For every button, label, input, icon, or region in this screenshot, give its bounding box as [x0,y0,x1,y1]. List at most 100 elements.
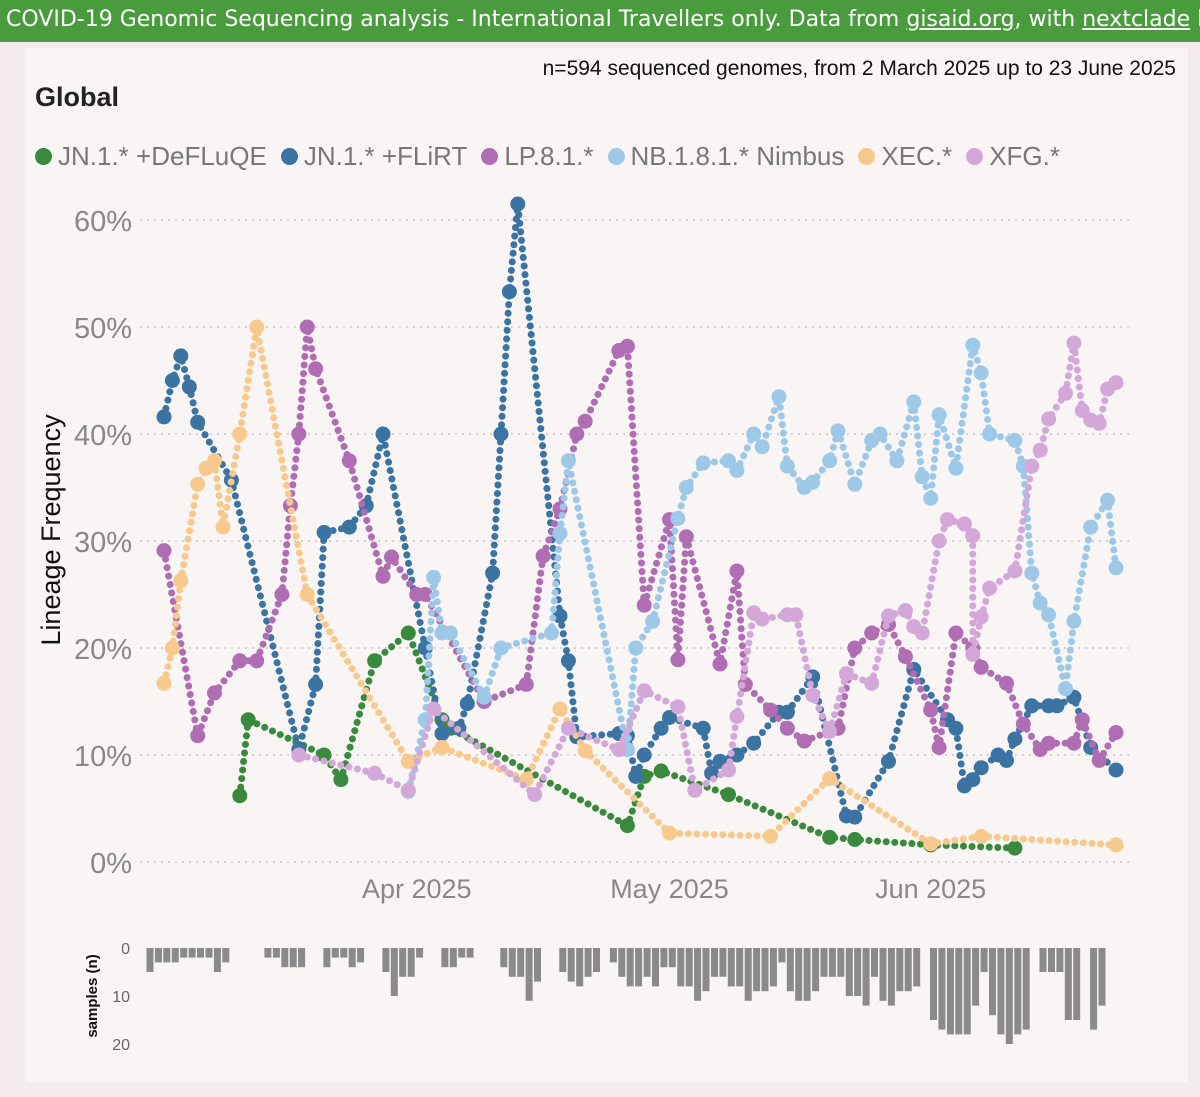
data-point [864,625,880,641]
data-point [569,426,585,442]
legend-marker [35,147,52,165]
samples-bar [1056,948,1064,972]
samples-bar [946,948,954,1035]
samples-bar [643,948,651,977]
legend-marker [858,147,876,165]
samples-y-tick: 20 [112,1037,130,1054]
data-point [923,490,939,506]
y-axis-label: Lineage Frequency [36,414,66,646]
data-point [695,720,711,736]
samples-bar [584,948,592,977]
legend-label: XEC.* [881,140,953,171]
data-point [1007,840,1023,856]
samples-bar [812,948,820,992]
data-point [577,743,593,759]
samples-bar [1022,948,1030,1030]
data-point [670,699,686,715]
data-point [956,516,972,532]
samples-bar [786,948,794,992]
samples-bar [534,948,541,982]
legend-item[interactable]: JN.1.* +DeFLuQE [35,141,267,172]
legend-item[interactable]: JN.1.* +FLiRT [280,140,468,172]
data-point [754,439,770,455]
data-point [872,426,888,442]
data-point [822,771,838,786]
data-point [249,319,265,335]
samples-bar [904,948,912,992]
legend-item[interactable]: NB.1.8.1.* Nimbus [607,141,844,172]
data-point [274,587,290,602]
data-point [1091,752,1107,768]
legend-label: LP.8.1.* [504,140,594,171]
samples-bar [146,948,154,972]
legend-item[interactable]: XEC.* [858,141,952,172]
data-point [367,765,383,781]
samples-bar [323,948,331,968]
data-point [434,726,450,742]
samples-bar [1073,948,1081,1020]
data-point [341,453,357,469]
samples-bar [298,948,306,968]
samples-bar [576,948,584,987]
legend-label: JN.1.* +FLiRT [303,140,468,171]
samples-bar [635,948,643,987]
y-tick-label: 60% [74,206,132,238]
samples-bar [828,948,836,977]
chart-subtitle: n=594 sequenced genomes, from 2 March 20… [542,57,1176,80]
data-point [164,640,180,656]
samples-bar [500,948,508,968]
series-xfg [291,335,1124,803]
samples-bar [913,948,921,987]
data-point [670,652,686,668]
data-point [232,653,248,669]
data-point [215,519,231,535]
samples-bar [416,948,424,958]
legend-item[interactable]: LP.8.1.* [481,140,594,172]
top-banner: COVID-19 Genomic Sequencing analysis - I… [0,0,1200,42]
data-point [965,337,981,353]
data-point [375,568,391,584]
data-point [1041,607,1057,623]
samples-bar [1064,948,1072,1020]
data-point [426,701,442,717]
x-tick-label: Jun 2025 [875,874,986,904]
data-point [375,426,391,442]
data-point [384,549,399,565]
data-point [847,476,863,492]
samples-bar [458,948,466,958]
data-point [518,676,534,692]
samples-bar [357,948,365,963]
data-point [560,453,576,469]
data-point [1041,411,1057,427]
data-point [897,649,913,665]
gisaid-link[interactable]: gisaid.org [906,7,1015,32]
data-point [316,747,332,763]
samples-bar [803,948,811,1001]
data-point [779,720,795,736]
data-point [493,640,509,656]
data-point [291,747,307,763]
data-point [1108,837,1124,853]
series-line [236,629,1019,852]
samples-bar [154,948,162,963]
data-point [485,565,501,581]
legend-item[interactable]: XFG.* [966,141,1060,172]
data-point [982,580,998,596]
data-point [973,828,989,844]
data-point [173,348,189,364]
chart-legend: JN.1.* +DeFLuQE JN.1.* +FLiRT LP.8.1.* NB.1… [35,136,1074,176]
data-point [400,782,416,798]
data-point [754,611,770,627]
series-jn1_defluqe [232,625,1023,856]
data-point [636,597,652,613]
data-point [889,453,905,469]
legend-marker [481,147,499,165]
data-point [838,666,854,682]
nextclade-link[interactable]: nextclade [1082,7,1191,32]
samples-bar [668,948,676,968]
data-point [881,608,896,624]
data-point [308,361,324,377]
samples-bar [837,948,845,977]
data-point [1108,725,1124,740]
data-point [923,702,939,718]
